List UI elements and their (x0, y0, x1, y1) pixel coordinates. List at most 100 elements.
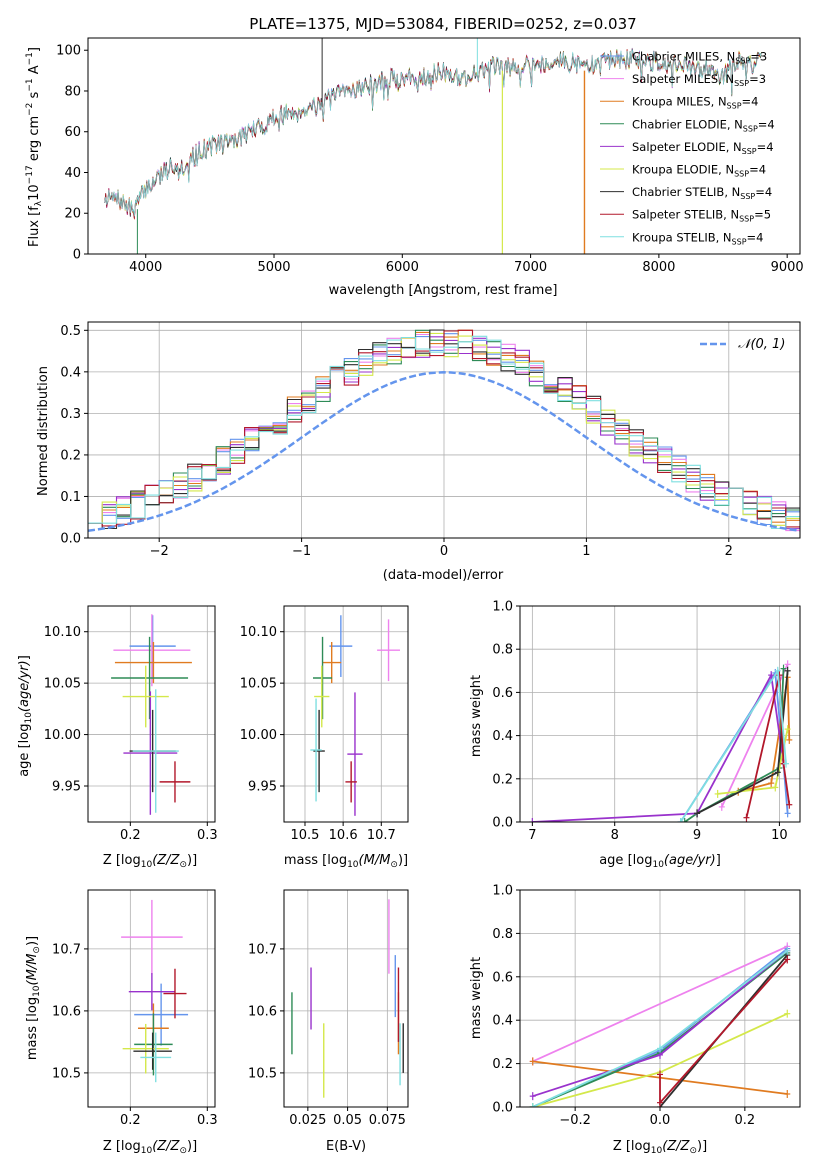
y-tick-label: 10.00 (240, 728, 277, 743)
axes-frame (87, 605, 216, 823)
x-tick-label: 8 (611, 828, 619, 843)
y-tick-label: 10.10 (44, 625, 81, 640)
y-tick-label: 0.1 (60, 490, 81, 505)
mass-weight-line (532, 672, 785, 822)
mass-x-label: mass [log10(M/M⊙)] (284, 853, 408, 870)
axes-frame (283, 889, 409, 1108)
mass-weight-line (659, 958, 788, 1106)
x-tick-label: 10.7 (367, 828, 396, 843)
mass-vs-ebv-panel: 0.025 0.05 0.075 10.5 10.6 10.7 (248, 889, 409, 1128)
histogram-step (88, 335, 800, 529)
legend-label: Kroupa MILES, NSSP=4 (632, 95, 758, 111)
mass-weight-line (679, 670, 789, 822)
x-tick-label: 9000 (771, 260, 804, 275)
x-tick-label: 9 (693, 828, 701, 843)
y-tick-label: 10.5 (52, 1066, 81, 1081)
legend-label: Kroupa ELODIE, NSSP=4 (632, 163, 766, 179)
x-tick-label: 10 (771, 828, 788, 843)
Z-x-label-bottom: Z [log10(Z/Z⊙)] (103, 1139, 197, 1156)
y-tick-label: 10.00 (44, 728, 81, 743)
y-tick-label: 20 (64, 207, 81, 222)
y-tick-label: 60 (64, 125, 81, 140)
y-tick-label: 40 (64, 166, 81, 181)
mass-weight-vs-metallicity-panel: −0.2 0.0 0.2 0.0 0.2 0.4 0.6 0.8 1.0 (492, 884, 801, 1128)
x-tick-label: 7000 (514, 260, 547, 275)
y-tick-label: 0.6 (492, 686, 513, 701)
y-tick-label: 1.0 (492, 600, 513, 615)
mass-weight-line (532, 945, 788, 1063)
mass-vs-metallicity-panel: 0.2 0.3 10.5 10.6 10.7 (52, 889, 218, 1128)
y-tick-label: 0.0 (492, 816, 513, 831)
axes-frame (87, 37, 801, 255)
legend-label: Salpeter STELIB, NSSP=5 (632, 208, 771, 224)
legend-label: Chabrier MILES, NSSP=3 (632, 50, 767, 66)
x-tick-label: 4000 (129, 260, 162, 275)
x-tick-label: −0.2 (559, 1113, 591, 1128)
y-tick-label: 0.0 (60, 532, 81, 547)
plot-area (291, 899, 404, 1098)
y-tick-label: 0.8 (492, 927, 513, 942)
y-tick-label: 0.4 (492, 1014, 513, 1029)
y-tick-label: 0.8 (492, 643, 513, 658)
spectrum-legend: Chabrier MILES, NSSP=3 Salpeter MILES, NS… (600, 50, 775, 246)
y-tick-label: 10.05 (240, 677, 277, 692)
Z-x-label-top: Z [log10(Z/Z⊙)] (103, 853, 197, 870)
plot-area (529, 942, 791, 1107)
histogram-legend: 𝒩(0, 1) (700, 337, 785, 352)
plot-area (310, 615, 400, 816)
legend-label: Salpeter MILES, NSSP=3 (632, 72, 766, 88)
y-tick-label: 0.4 (492, 729, 513, 744)
y-tick-label: 0.0 (492, 1101, 513, 1116)
age-y-label: age [log10(age/yr)] (17, 655, 34, 777)
histogram-y-label: Normed distribution (36, 366, 51, 496)
y-tick-label: 0.3 (60, 407, 81, 422)
spectrum-y-label: Flux [fλ10−17 erg cm−2 s−1 A−1] (25, 47, 44, 247)
y-tick-label: 10.6 (52, 1004, 81, 1019)
axes-frame (519, 605, 801, 823)
spectrum-x-label: wavelength [Angstrom, rest frame] (329, 283, 558, 298)
y-tick-label: 10.10 (240, 625, 277, 640)
x-tick-label: 0.2 (120, 828, 141, 843)
legend-label: Chabrier STELIB, NSSP=4 (632, 185, 772, 201)
plot-area (529, 660, 793, 822)
legend-label: Chabrier ELODIE, NSSP=4 (632, 117, 775, 133)
mass-weight-y-label-top: mass weight (469, 675, 484, 757)
y-tick-label: 10.7 (52, 942, 81, 957)
x-tick-label: 0.025 (289, 1113, 326, 1128)
axes-frame (283, 605, 409, 823)
x-tick-label: 10.6 (329, 828, 358, 843)
y-tick-label: 10.6 (248, 1004, 277, 1019)
x-tick-label: 0.3 (197, 1113, 218, 1128)
x-tick-label: 8000 (642, 260, 675, 275)
x-tick-label: 0.3 (197, 828, 218, 843)
x-tick-label: 1 (582, 544, 590, 559)
plot-area (121, 899, 189, 1083)
x-tick-label: 6000 (386, 260, 419, 275)
mass-weight-vs-age-panel: 7 8 9 10 0.0 0.2 0.4 0.6 0.8 1.0 (492, 600, 801, 843)
ebv-x-label: E(B-V) (326, 1139, 366, 1154)
y-tick-label: 9.95 (52, 780, 81, 795)
age-x-label: age [log10(age/yr)] (599, 853, 721, 870)
x-tick-label: 0 (440, 544, 448, 559)
y-tick-label: 0.4 (60, 365, 81, 380)
plot-area (88, 329, 800, 532)
residual-histogram-panel: −2 −1 0 1 2 0.0 0.1 0.2 0.3 0.4 0.5 (60, 321, 801, 559)
y-tick-label: 0.5 (60, 324, 81, 339)
Z-x-label-mw: Z [log10(Z/Z⊙)] (613, 1139, 707, 1156)
plot-area (104, 38, 762, 254)
x-tick-label: 5000 (257, 260, 290, 275)
x-tick-label: 0.075 (369, 1113, 406, 1128)
x-tick-label: −2 (150, 544, 169, 559)
histogram-step (88, 329, 800, 528)
y-tick-label: 10.05 (44, 677, 81, 692)
legend-label: Kroupa STELIB, NSSP=4 (632, 230, 763, 246)
mass-weight-y-label-bottom: mass weight (469, 957, 484, 1039)
y-tick-label: 0.6 (492, 970, 513, 985)
y-tick-label: 9.95 (248, 780, 277, 795)
spectrum-line (104, 49, 762, 217)
normal-curve (88, 371, 800, 532)
x-tick-label: 0.05 (333, 1113, 362, 1128)
normal-legend-label: 𝒩(0, 1) (738, 337, 785, 352)
x-tick-label: 2 (725, 544, 733, 559)
